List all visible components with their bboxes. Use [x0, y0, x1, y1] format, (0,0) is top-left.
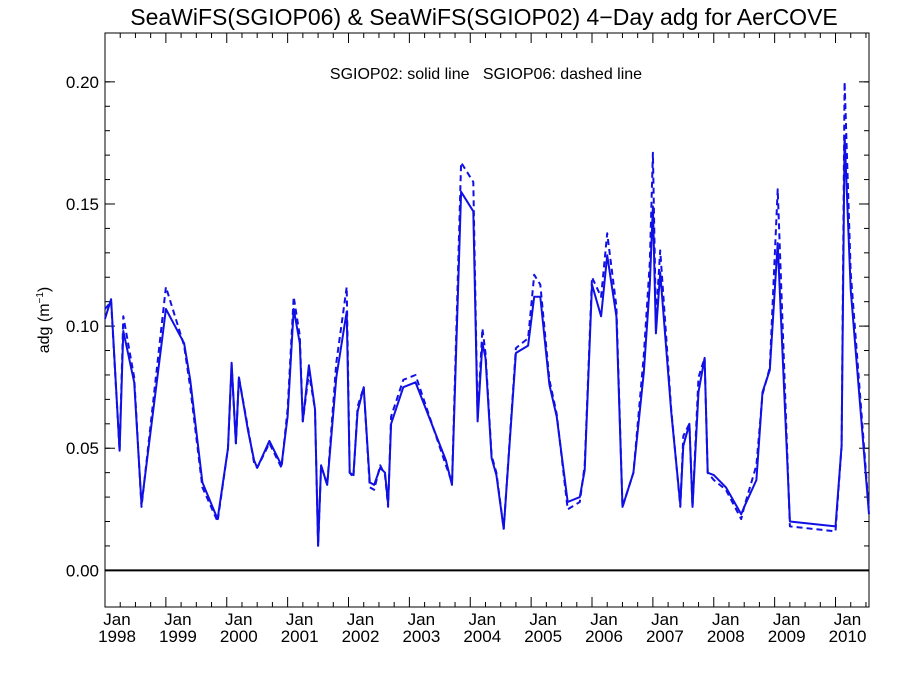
x-tick-month-label: Jan [529, 610, 556, 629]
x-tick-year-label: 2001 [281, 627, 319, 646]
y-axis-ticks: 0.00 0.05 0.10 0.15 0.20 [66, 73, 869, 580]
plot-frame [104, 32, 870, 608]
x-tick-month-label: Jan [712, 610, 739, 629]
x-tick-month-label: Jan [103, 610, 130, 629]
series-line-sgiop02 [104, 134, 870, 547]
x-tick-month-label: Jan [834, 610, 861, 629]
x-tick-year-label: 2005 [524, 627, 562, 646]
y-tick-label: 0.20 [66, 73, 99, 92]
y-tick-label: 0.10 [66, 317, 99, 336]
x-tick-year-label: 2010 [829, 627, 867, 646]
x-tick-month-label: Jan [651, 610, 678, 629]
plot-area-border [104, 32, 870, 608]
x-tick-year-label: 2004 [463, 627, 501, 646]
y-axis-label: adg (m−1) [35, 287, 53, 354]
y-tick-label: 0.00 [66, 561, 99, 580]
x-tick-month-label: Jan [408, 610, 435, 629]
x-tick-year-label: 2006 [585, 627, 623, 646]
x-tick-year-label: 2000 [220, 627, 258, 646]
y-tick-label: 0.05 [66, 439, 99, 458]
x-tick-month-label: Jan [286, 610, 313, 629]
x-tick-month-label: Jan [590, 610, 617, 629]
x-axis-ticks: Jan1998Jan1999Jan2000Jan2001Jan2002Jan20… [98, 33, 867, 646]
x-tick-month-label: Jan [225, 610, 252, 629]
y-axis-label-suffix: ) [36, 287, 53, 292]
x-tick-year-label: 2007 [646, 627, 684, 646]
series-line-sgiop06 [104, 80, 870, 547]
line-style-legend: SGIOP02: solid line SGIOP06: dashed line [330, 66, 642, 83]
x-tick-year-label: 1999 [159, 627, 197, 646]
x-tick-year-label: 2002 [342, 627, 380, 646]
x-tick-year-label: 1998 [98, 627, 136, 646]
x-tick-month-label: Jan [164, 610, 191, 629]
x-tick-year-label: 2008 [707, 627, 745, 646]
x-tick-month-label: Jan [773, 610, 800, 629]
y-tick-label: 0.15 [66, 195, 99, 214]
x-tick-month-label: Jan [347, 610, 374, 629]
x-tick-year-label: 2009 [768, 627, 806, 646]
y-axis-label-exponent: −1 [35, 292, 46, 304]
x-tick-month-label: Jan [469, 610, 496, 629]
data-series [104, 80, 870, 547]
chart-title: SeaWiFS(SGIOP06) & SeaWiFS(SGIOP02) 4−Da… [130, 4, 838, 30]
y-axis-label-prefix: adg (m [36, 303, 53, 353]
x-tick-year-label: 2003 [402, 627, 440, 646]
